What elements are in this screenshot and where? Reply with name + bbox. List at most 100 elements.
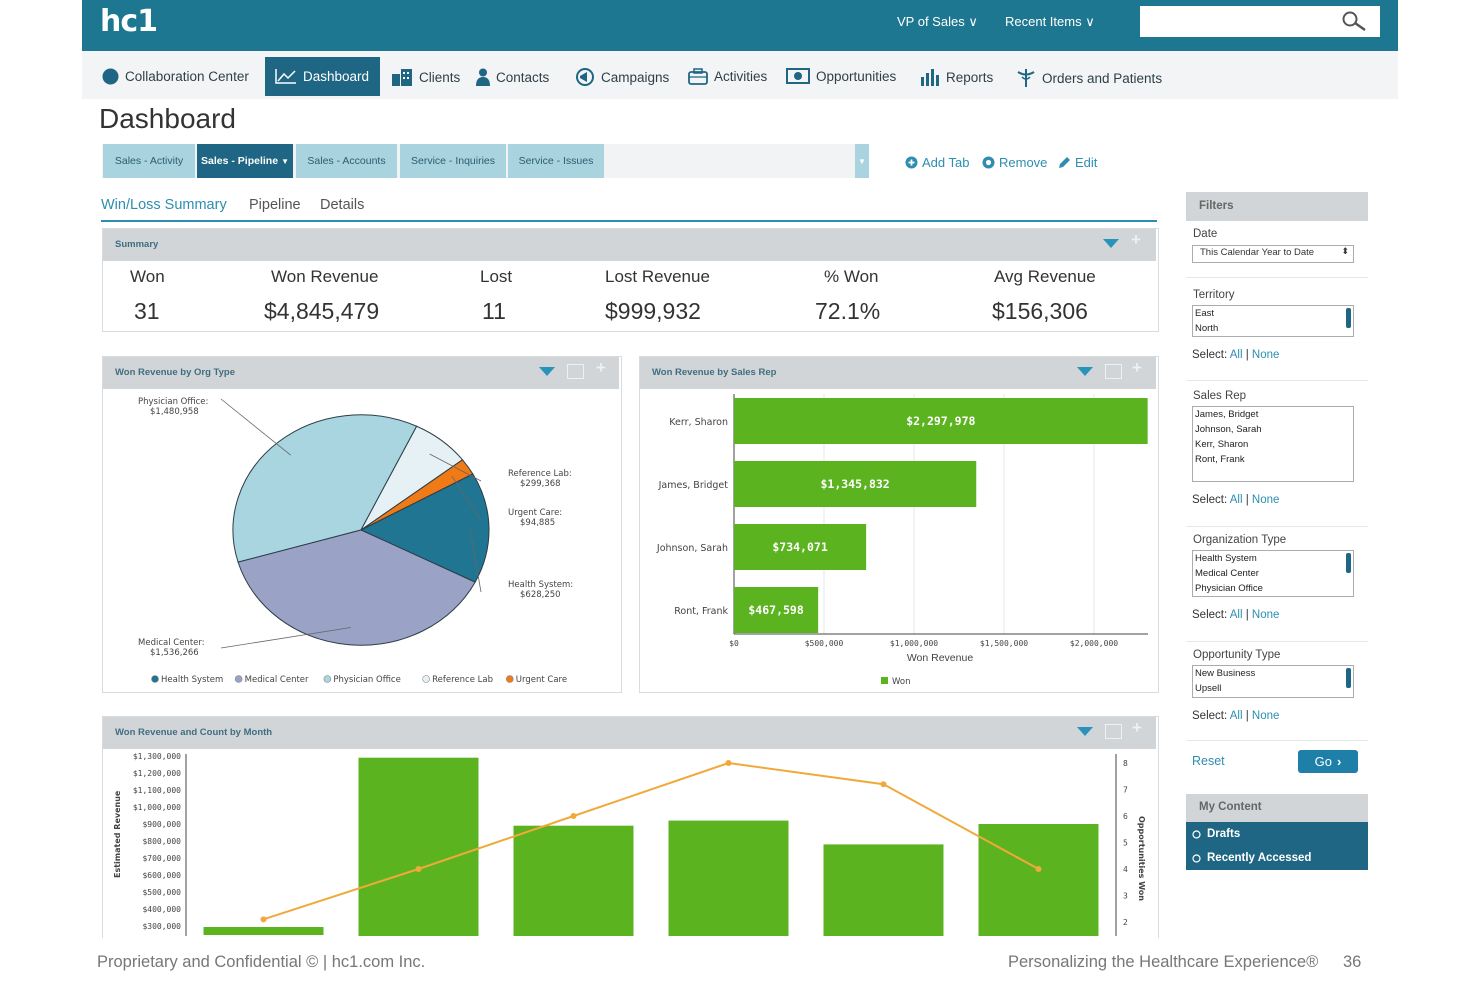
listbox-scrollbar[interactable] xyxy=(1346,668,1351,688)
expand-icon[interactable]: + xyxy=(596,358,606,377)
nav-item-reports[interactable]: Reports xyxy=(920,68,993,86)
subtab-win-loss-summary[interactable]: Win/Loss Summary xyxy=(101,197,227,213)
org-type-option[interactable]: Physician Office xyxy=(1195,583,1263,594)
y-tick-label: $1,100,000 xyxy=(133,786,181,795)
select-all-link[interactable]: All xyxy=(1229,710,1243,722)
pie-panel-header xyxy=(103,357,619,389)
pie-slice-label: Urgent Care: xyxy=(508,508,562,518)
bar-value-label: $2,297,978 xyxy=(906,414,975,428)
table-view-icon[interactable] xyxy=(567,364,584,379)
expand-icon[interactable]: + xyxy=(1131,230,1141,249)
expand-icon[interactable]: + xyxy=(1132,718,1142,737)
territory-listbox[interactable]: East North xyxy=(1192,305,1354,337)
expand-icon[interactable]: + xyxy=(1132,358,1142,377)
opp-type-option[interactable]: New Business xyxy=(1195,668,1256,679)
nav-item-label: Opportunities xyxy=(816,68,897,84)
nav-item-campaigns[interactable]: Campaigns xyxy=(575,68,669,86)
remove-tab-button[interactable]: Remove xyxy=(982,155,1047,170)
buildings-icon xyxy=(392,69,412,86)
metric-label-pct-won: % Won xyxy=(824,267,879,286)
listbox-scrollbar[interactable] xyxy=(1346,308,1351,328)
tab-sales-pipeline[interactable]: Sales - Pipeline ▼ xyxy=(197,144,293,178)
tab-sales-accounts[interactable]: Sales - Accounts xyxy=(296,144,397,178)
user-menu[interactable]: VP of Sales ∨ xyxy=(897,14,978,30)
opp-type-listbox[interactable]: New Business Upsell xyxy=(1192,665,1354,698)
select-none-link[interactable]: None xyxy=(1251,494,1280,506)
sales-rep-option[interactable]: Kerr, Sharon xyxy=(1195,439,1249,450)
pie-chart: Physician Office:$1,480,958 Reference Lab… xyxy=(138,397,573,685)
sales-rep-filter-label: Sales Rep xyxy=(1193,390,1247,402)
sales-rep-option[interactable]: Johnson, Sarah xyxy=(1195,424,1262,435)
collapse-icon[interactable] xyxy=(1077,727,1093,736)
pie-slice-label: Medical Center: xyxy=(138,638,205,648)
my-content-drafts-label: Drafts xyxy=(1207,828,1241,840)
listbox-scrollbar[interactable] xyxy=(1346,553,1351,573)
nav-item-opportunities[interactable]: Opportunities xyxy=(786,68,896,84)
my-content-recently-accessed[interactable]: Recently Accessed xyxy=(1192,852,1311,864)
legend-label: Medical Center xyxy=(245,675,309,685)
legend-label: Physician Office xyxy=(333,675,400,685)
caret-down-icon: ▼ xyxy=(281,156,289,166)
select-all-link[interactable]: All xyxy=(1229,609,1243,621)
select-all-link[interactable]: All xyxy=(1229,494,1243,506)
x-tick-label: $1,500,000 xyxy=(980,639,1028,648)
metric-label-won-revenue: Won Revenue xyxy=(271,267,379,286)
x-tick-label: $2,000,000 xyxy=(1070,639,1118,648)
y2-tick-label: 5 xyxy=(1123,839,1128,848)
y-tick-label: $600,000 xyxy=(142,871,181,880)
territory-option[interactable]: North xyxy=(1195,323,1219,334)
metric-value-lost-revenue: $999,932 xyxy=(605,298,701,324)
sales-rep-option[interactable]: Ront, Frank xyxy=(1195,454,1245,465)
month-panel-header xyxy=(103,717,1156,749)
sales-rep-option[interactable]: James, Bridget xyxy=(1195,409,1259,420)
date-filter-select[interactable]: This Calendar Year to Date ⬍ xyxy=(1192,245,1354,263)
nav-item-contacts[interactable]: Contacts xyxy=(476,68,549,86)
x-tick-label: $0 xyxy=(729,639,739,648)
hc1-logo[interactable]: hc1 xyxy=(100,4,158,39)
collapse-icon[interactable] xyxy=(1077,367,1093,376)
search-input[interactable] xyxy=(1140,6,1380,37)
y-tick-label: $800,000 xyxy=(142,837,181,846)
table-view-icon[interactable] xyxy=(1105,724,1122,739)
legend-swatch xyxy=(881,677,888,684)
sales-rep-listbox[interactable]: James, Bridget Johnson, Sarah Kerr, Shar… xyxy=(1192,406,1354,482)
bar-category-label: James, Bridget xyxy=(658,480,729,491)
nav-item-orders-and-patients[interactable]: Orders and Patients xyxy=(1016,68,1162,88)
tab-service-inquiries[interactable]: Service - Inquiries xyxy=(400,144,506,178)
org-type-option[interactable]: Medical Center xyxy=(1195,568,1259,579)
my-content-drafts[interactable]: Drafts xyxy=(1192,828,1240,840)
reset-button[interactable]: Reset xyxy=(1192,754,1225,768)
nav-item-collaboration-center[interactable]: Collaboration Center xyxy=(102,68,249,85)
org-type-listbox[interactable]: Health System Medical Center Physician O… xyxy=(1192,550,1354,597)
search-icon[interactable] xyxy=(1341,10,1367,32)
select-none-link[interactable]: None xyxy=(1251,710,1280,722)
tab-scroll-down-icon[interactable]: ▼ xyxy=(855,144,869,178)
select-none-link[interactable]: None xyxy=(1251,349,1280,361)
table-view-icon[interactable] xyxy=(1105,364,1122,379)
summary-panel-title: Summary xyxy=(115,239,159,250)
select-none-link[interactable]: None xyxy=(1251,609,1280,621)
tab-sales-activity[interactable]: Sales - Activity xyxy=(103,144,195,178)
y-tick-label: $1,300,000 xyxy=(133,752,181,761)
nav-item-clients[interactable]: Clients xyxy=(391,68,460,86)
add-tab-button[interactable]: Add Tab xyxy=(905,155,969,170)
territory-option[interactable]: East xyxy=(1195,308,1215,319)
tab-service-issues[interactable]: Service - Issues xyxy=(508,144,604,178)
org-type-option[interactable]: Health System xyxy=(1195,553,1257,564)
recent-items-menu[interactable]: Recent Items ∨ xyxy=(1005,14,1095,30)
subtab-pipeline[interactable]: Pipeline xyxy=(249,197,301,213)
tab-label: Sales - Pipeline xyxy=(201,155,279,167)
legend-swatch xyxy=(505,675,514,683)
edit-tab-label: Edit xyxy=(1075,155,1098,170)
edit-tab-button[interactable]: Edit xyxy=(1058,155,1097,170)
collapse-icon[interactable] xyxy=(539,367,555,376)
collapse-icon[interactable] xyxy=(1103,239,1119,248)
nav-item-activities[interactable]: Activities xyxy=(688,68,767,85)
select-all-link[interactable]: All xyxy=(1229,349,1243,361)
nav-item-label: Clients xyxy=(419,69,461,85)
nav-item-dashboard[interactable]: Dashboard xyxy=(275,68,369,84)
go-button[interactable]: Go › xyxy=(1298,750,1358,773)
opp-type-option[interactable]: Upsell xyxy=(1195,683,1222,694)
nav-item-dashboard-bg[interactable] xyxy=(265,57,380,96)
subtab-details[interactable]: Details xyxy=(320,197,365,213)
